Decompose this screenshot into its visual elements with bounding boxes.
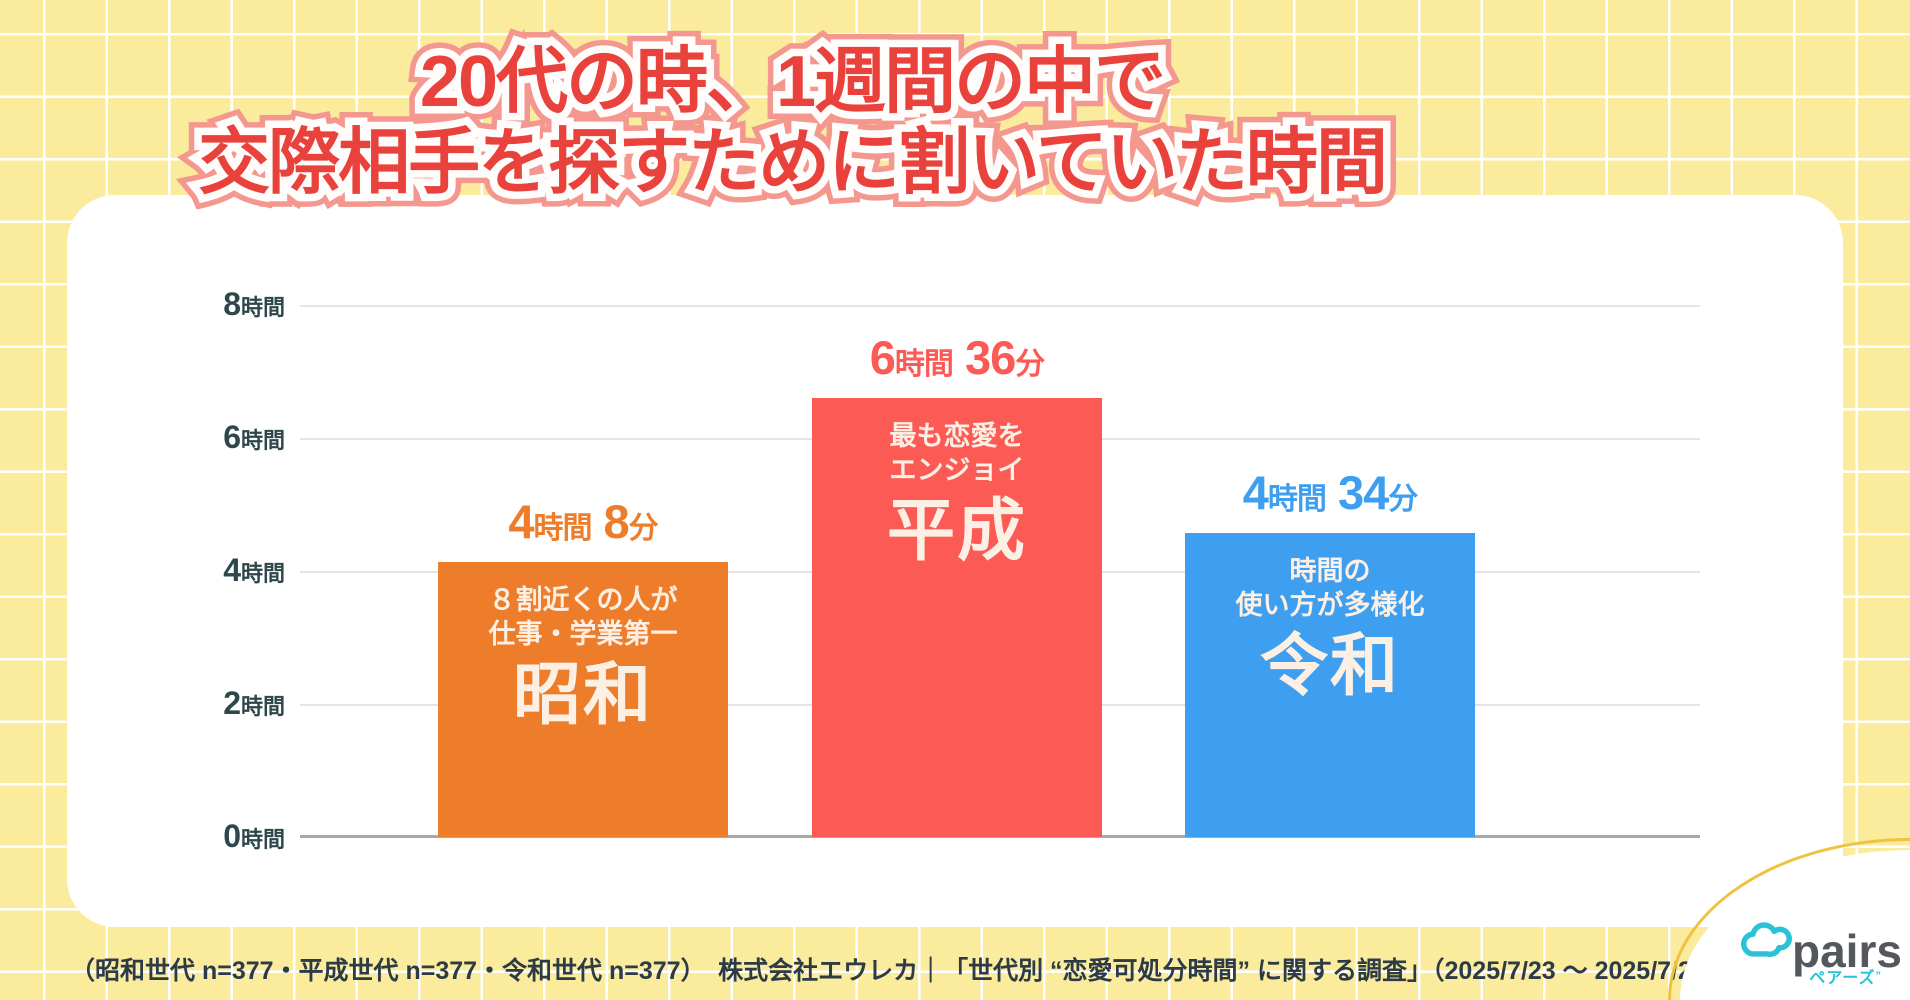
bar-name-reiwa: 令和 bbox=[1259, 627, 1400, 704]
bar-chart-plot: 4時間 8分 ８割近くの人が 仕事・学業第一 昭和 6時間 36分 最も恋愛を エン… bbox=[300, 305, 1700, 838]
page-title: 20代の時、1週間の中で 交際相手を探すために割いていた時間 20代の時、1週間… bbox=[0, 29, 1584, 216]
bar-showa: ８割近くの人が 仕事・学業第一 昭和 bbox=[438, 562, 728, 837]
y-tick-4h: 4時間 bbox=[223, 551, 285, 588]
y-tick-6h: 6時間 bbox=[223, 418, 285, 455]
gridline-8h bbox=[300, 305, 1700, 307]
bar-group-showa: 4時間 8分 ８割近くの人が 仕事・学業第一 昭和 bbox=[438, 305, 728, 837]
bar-desc-showa-line2: 仕事・学業第一 bbox=[488, 618, 678, 649]
bar-desc-reiwa-line1: 時間の bbox=[1289, 556, 1371, 587]
pairs-katakana: ペアーズ” bbox=[1809, 970, 1882, 987]
page-title-text: 20代の時、1週間の中で 交際相手を探すために割いていた時間 bbox=[0, 42, 1584, 203]
y-tick-2h: 2時間 bbox=[223, 684, 285, 721]
y-tick-8h: 8時間 bbox=[223, 285, 285, 322]
pairs-wordmark: pairs bbox=[1792, 925, 1902, 977]
title-line-2: 交際相手を探すために割いていた時間 bbox=[198, 122, 1388, 203]
bar-value-label-reiwa: 4時間 34分 bbox=[1242, 466, 1418, 520]
bar-desc-reiwa-line2: 使い方が多様化 bbox=[1235, 590, 1425, 621]
bar-reiwa: 時間の 使い方が多様化 令和 bbox=[1185, 533, 1475, 837]
page-title-outline-inner: 20代の時、1週間の中で 交際相手を探すために割いていた時間 bbox=[191, 35, 1396, 211]
footer-note: （昭和世代 n=377・平成世代 n=377・令和世代 n=377） 株式会社エ… bbox=[70, 957, 1731, 985]
bar-value-label-showa: 4時間 8分 bbox=[508, 495, 658, 549]
bar-desc-heisei-line1: 最も恋愛を bbox=[889, 421, 1025, 452]
pairs-trademark: ” bbox=[1875, 970, 1882, 982]
title-line-1: 20代の時、1週間の中で bbox=[419, 42, 1166, 122]
bar-group-reiwa: 4時間 34分 時間の 使い方が多様化 令和 bbox=[1185, 305, 1475, 837]
y-tick-0h: 0時間 bbox=[223, 817, 285, 854]
bar-name-heisei: 平成 bbox=[886, 492, 1027, 569]
bar-desc-showa-line1: ８割近くの人が bbox=[488, 585, 678, 616]
pairs-cloud-icon bbox=[1741, 922, 1792, 958]
bar-heisei: 最も恋愛を エンジョイ 平成 bbox=[812, 398, 1102, 837]
bar-group-heisei: 6時間 36分 最も恋愛を エンジョイ 平成 bbox=[812, 305, 1102, 837]
bar-name-showa: 昭和 bbox=[512, 656, 653, 733]
bar-desc-heisei-line2: エンジョイ bbox=[889, 454, 1025, 485]
bar-value-label-heisei: 6時間 36分 bbox=[869, 331, 1045, 385]
page-title-outline-outer: 20代の時、1週間の中で 交際相手を探すために割いていた時間 bbox=[185, 29, 1401, 216]
